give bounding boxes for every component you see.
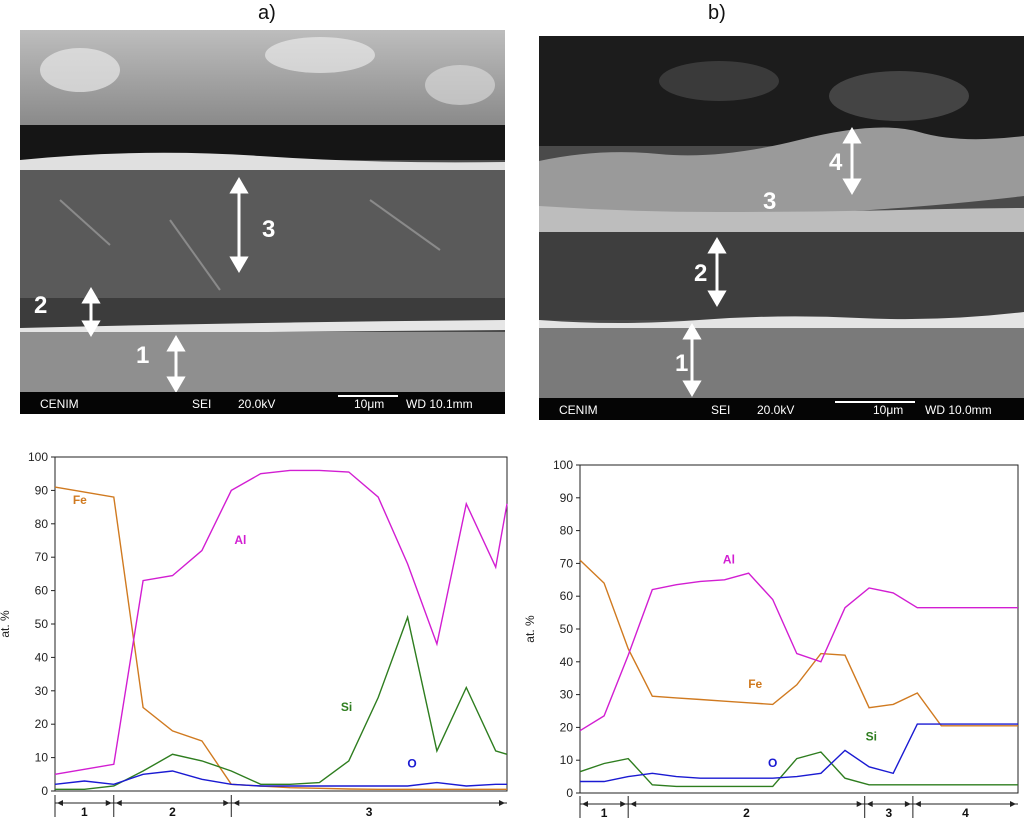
series-label-si: Si: [341, 700, 352, 714]
sem-b-marker-4: 4: [829, 149, 843, 176]
y-tick-label: 50: [560, 622, 574, 636]
sem-a-footer: CENIM SEI 20.0kV 10μm WD 10.1mm: [20, 392, 505, 414]
zone-arrow-left: [57, 800, 63, 806]
zone-arrow-right: [856, 801, 863, 807]
sem-b-footer: CENIM SEI 20.0kV 10μm WD 10.0mm: [539, 398, 1024, 420]
series-line-o: [54, 770, 507, 787]
y-tick-label: 40: [560, 655, 574, 669]
sem-a-wd: WD 10.1mm: [406, 397, 473, 411]
y-tick-label: 20: [35, 717, 49, 731]
series-label-fe: Fe: [73, 493, 87, 507]
zone-arrow-right: [223, 800, 230, 806]
zone-arrow-left: [233, 800, 240, 806]
series-line-al: [579, 572, 1018, 732]
zone-arrow-left: [914, 801, 921, 807]
chart-b-svg: 0 10 20 30 40 50 60 70 80 90 100 at. % Fe Al Si O 1 2 3 4: [523, 458, 1019, 820]
series-label-al: Al: [723, 552, 735, 566]
sem-b-brand: CENIM: [559, 403, 598, 417]
sem-b-scalebar: [835, 401, 915, 403]
y-tick-label: 20: [560, 720, 574, 734]
y-tick-label: 30: [35, 684, 49, 698]
y-tick-label: 0: [566, 786, 573, 800]
sem-b-marker-3: 3: [763, 188, 777, 215]
sem-a-mode: SEI: [192, 397, 212, 411]
plot-frame: [54, 456, 508, 792]
y-tick-label: 60: [560, 589, 574, 603]
y-tick-label: 50: [35, 617, 49, 631]
y-tick-label: 100: [28, 450, 48, 464]
y-tick-label: 70: [35, 550, 49, 564]
chart-a-svg: 0 10 20 30 40 50 60 70 80 90 100 at. % Fe Al Si O 1 2 3: [0, 450, 508, 819]
y-tick-label: 80: [35, 517, 49, 531]
sem-b-marker-2: 2: [694, 260, 708, 287]
zone-label-3: 3: [366, 805, 373, 819]
series-label-al: Al: [234, 533, 246, 547]
plot-frame: [579, 464, 1019, 794]
panel-b-label: b): [708, 2, 726, 24]
y-tick-label: 10: [35, 751, 49, 765]
zone-arrow-right: [620, 801, 627, 807]
chart-b: 0 10 20 30 40 50 60 70 80 90 100 at. % Fe Al Si O 1 2 3 4: [512, 455, 1024, 833]
zone-arrow-right: [904, 801, 911, 807]
zone-arrow-right: [105, 800, 112, 806]
y-tick-label: 90: [35, 483, 49, 497]
sem-a-scalebar: [338, 395, 398, 397]
zone-arrow-left: [582, 801, 588, 807]
zone-arrow-right: [499, 800, 505, 806]
sem-a-kv: 20.0kV: [238, 397, 276, 411]
zone-arrow-left: [866, 801, 873, 807]
sem-a-marker-3: 3: [262, 216, 276, 243]
y-axis-label: at. %: [523, 615, 537, 643]
y-tick-label: 10: [560, 753, 574, 767]
sem-image-a: 1 2 3 CENIM SEI 20.0kV 10μm WD 10.1mm: [20, 30, 505, 414]
y-tick-label: 90: [560, 491, 574, 505]
sem-b-marker-1: 1: [675, 350, 689, 377]
zone-label-1: 1: [601, 806, 608, 820]
y-tick-label: 100: [553, 458, 573, 472]
zone-label-1: 1: [81, 805, 88, 819]
sem-b-mode: SEI: [711, 403, 731, 417]
series-line-si: [55, 614, 508, 790]
series-line-fe: [579, 559, 1018, 727]
y-tick-label: 0: [41, 784, 48, 798]
sem-b-kv: 20.0kV: [757, 403, 795, 417]
zone-arrow-right: [1010, 801, 1016, 807]
y-tick-label: 30: [560, 688, 574, 702]
sem-b-scale-label: 10μm: [873, 403, 904, 417]
y-axis-label: at. %: [0, 610, 12, 638]
zone-label-4: 4: [962, 806, 969, 820]
series-label-o: O: [768, 756, 777, 770]
sem-image-b: 1 2 3 4 CENIM SEI 20.0kV 10μm WD 10.0mm: [539, 36, 1024, 420]
y-tick-label: 60: [35, 584, 49, 598]
zone-label-3: 3: [885, 806, 892, 820]
sem-image-a-texture: [20, 30, 505, 392]
sem-image-b-texture: [539, 36, 1024, 398]
series-line-o: [580, 723, 1018, 783]
zone-label-2: 2: [169, 805, 176, 819]
series-line-fe: [54, 486, 507, 790]
panel-a-label: a): [258, 2, 276, 24]
sem-a-marker-2: 2: [34, 292, 48, 319]
chart-a: 0 10 20 30 40 50 60 70 80 90 100 at. % Fe Al Si O 1 2 3: [0, 448, 512, 833]
sem-a-brand: CENIM: [40, 397, 79, 411]
series-line-si: [579, 751, 1018, 788]
sem-b-arrows: [682, 127, 862, 397]
sem-a-scale-label: 10μm: [354, 397, 385, 411]
series-label-o: O: [407, 757, 416, 771]
y-tick-label: 70: [560, 556, 574, 570]
series-label-fe: Fe: [748, 677, 762, 691]
series-label-si: Si: [866, 730, 877, 744]
sem-a-marker-1: 1: [136, 342, 150, 369]
series-line-al: [54, 469, 508, 775]
y-tick-label: 80: [560, 524, 574, 538]
zone-arrow-left: [115, 800, 122, 806]
sem-a-arrows: [81, 177, 249, 393]
zone-arrow-left: [630, 801, 637, 807]
zone-label-2: 2: [743, 806, 750, 820]
y-tick-label: 40: [35, 650, 49, 664]
sem-b-wd: WD 10.0mm: [925, 403, 992, 417]
